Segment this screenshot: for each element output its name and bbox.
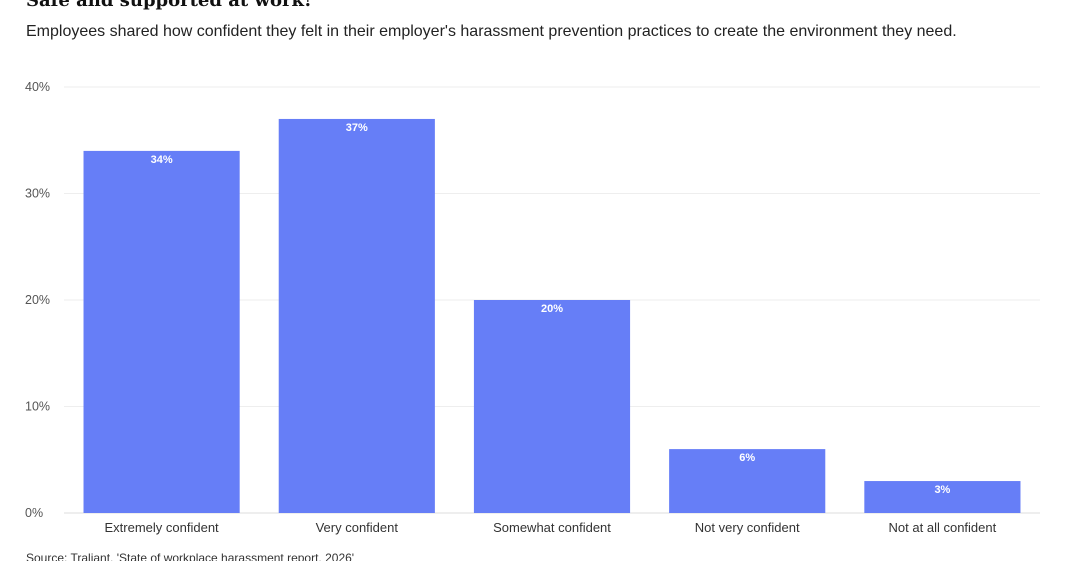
y-axis-ticks: 0% 10% 20% 30% 40%: [25, 80, 50, 520]
bar-value-label: 37%: [346, 122, 368, 134]
bars: [83, 118, 1021, 513]
data-labels: 34% 37% 20% 6% 3%: [151, 122, 951, 496]
x-category-label: Not very confident: [695, 520, 800, 535]
chart-subtitle: Employees shared how confident they felt…: [26, 23, 957, 40]
bar-value-label: 34%: [151, 154, 173, 166]
x-category-label: Very confident: [316, 520, 399, 535]
y-tick-label: 20%: [25, 293, 50, 307]
x-category-label: Extremely confident: [105, 520, 220, 535]
bar-value-label: 6%: [739, 452, 755, 464]
bar[interactable]: [864, 481, 1021, 513]
bar[interactable]: [278, 118, 435, 513]
x-category-label: Not at all confident: [889, 520, 997, 535]
x-axis-categories: Extremely confident Very confident Somewha…: [105, 520, 997, 535]
bar[interactable]: [83, 150, 240, 513]
y-tick-label: 10%: [25, 400, 50, 414]
bar[interactable]: [473, 300, 631, 513]
y-tick-label: 30%: [25, 187, 50, 201]
chart-title: Safe and supported at work!: [26, 0, 312, 11]
bar-value-label: 20%: [541, 303, 563, 315]
bar[interactable]: [669, 449, 826, 513]
chart-source: Source: Traliant, 'State of workplace ha…: [26, 551, 355, 561]
y-tick-label: 0%: [25, 506, 43, 520]
x-category-label: Somewhat confident: [493, 520, 611, 535]
bar-value-label: 3%: [934, 484, 950, 496]
y-tick-label: 40%: [25, 80, 50, 94]
